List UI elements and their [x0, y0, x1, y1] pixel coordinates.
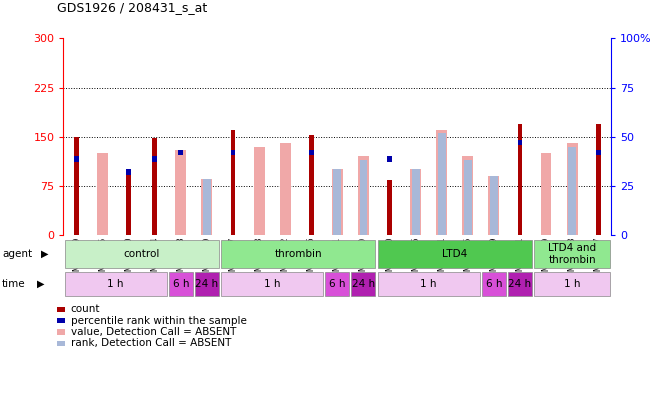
Text: 1 h: 1 h [564, 279, 580, 289]
Text: rank, Detection Call = ABSENT: rank, Detection Call = ABSENT [71, 338, 231, 348]
Bar [178, 150, 183, 155]
Text: agent: agent [2, 249, 32, 259]
Bar [152, 138, 157, 235]
Bar [387, 156, 392, 162]
Bar [230, 130, 235, 235]
Bar [488, 176, 499, 235]
Text: LTD4 and
thrombin: LTD4 and thrombin [548, 243, 596, 265]
Text: thrombin: thrombin [275, 249, 322, 259]
Bar [65, 240, 219, 268]
Text: count: count [71, 304, 100, 314]
Bar [74, 156, 79, 162]
Text: 24 h: 24 h [508, 279, 532, 289]
Bar [377, 273, 480, 296]
Bar [97, 153, 108, 235]
Bar [436, 130, 447, 235]
Bar [462, 156, 473, 235]
Bar [333, 169, 341, 235]
Bar [482, 273, 506, 296]
Bar [518, 124, 522, 235]
Bar [325, 273, 349, 296]
Bar [221, 240, 375, 268]
Bar [518, 140, 522, 145]
Bar [221, 273, 323, 296]
Bar [152, 156, 157, 162]
Text: 1 h: 1 h [264, 279, 281, 289]
Bar [359, 160, 367, 235]
Bar [438, 133, 446, 235]
Bar [126, 173, 131, 235]
Bar [126, 169, 131, 175]
Text: GDS1926 / 208431_s_at: GDS1926 / 208431_s_at [57, 1, 207, 14]
Bar [540, 153, 552, 235]
Text: 6 h: 6 h [172, 279, 189, 289]
Text: 24 h: 24 h [195, 279, 218, 289]
Bar [202, 179, 212, 235]
Bar [332, 169, 343, 235]
Bar [309, 150, 313, 155]
Bar [203, 179, 211, 235]
Bar [568, 147, 576, 235]
Text: 6 h: 6 h [486, 279, 502, 289]
Text: ▶: ▶ [41, 249, 49, 259]
Bar [195, 273, 219, 296]
Text: LTD4: LTD4 [442, 249, 468, 259]
Text: ▶: ▶ [37, 279, 44, 289]
Bar [596, 124, 601, 235]
Bar [566, 143, 578, 235]
Text: time: time [2, 279, 25, 289]
Text: percentile rank within the sample: percentile rank within the sample [71, 315, 246, 326]
Bar [387, 180, 392, 235]
Bar [596, 150, 601, 155]
Bar [309, 135, 313, 235]
Bar [358, 156, 369, 235]
Text: control: control [124, 249, 160, 259]
Text: 6 h: 6 h [329, 279, 345, 289]
Bar [534, 273, 610, 296]
Text: value, Detection Call = ABSENT: value, Detection Call = ABSENT [71, 327, 236, 337]
Bar [464, 160, 472, 235]
Bar [490, 176, 498, 235]
Bar [351, 273, 375, 296]
Text: 1 h: 1 h [420, 279, 437, 289]
Bar [230, 150, 235, 155]
Bar [377, 240, 532, 268]
Bar [411, 169, 420, 235]
Bar [280, 143, 291, 235]
Bar [176, 150, 186, 235]
Bar [254, 147, 265, 235]
Bar [410, 169, 421, 235]
Bar [508, 273, 532, 296]
Bar [169, 273, 193, 296]
Text: 24 h: 24 h [352, 279, 375, 289]
Text: 1 h: 1 h [108, 279, 124, 289]
Bar [74, 137, 79, 235]
Bar [65, 273, 167, 296]
Bar [534, 240, 610, 268]
